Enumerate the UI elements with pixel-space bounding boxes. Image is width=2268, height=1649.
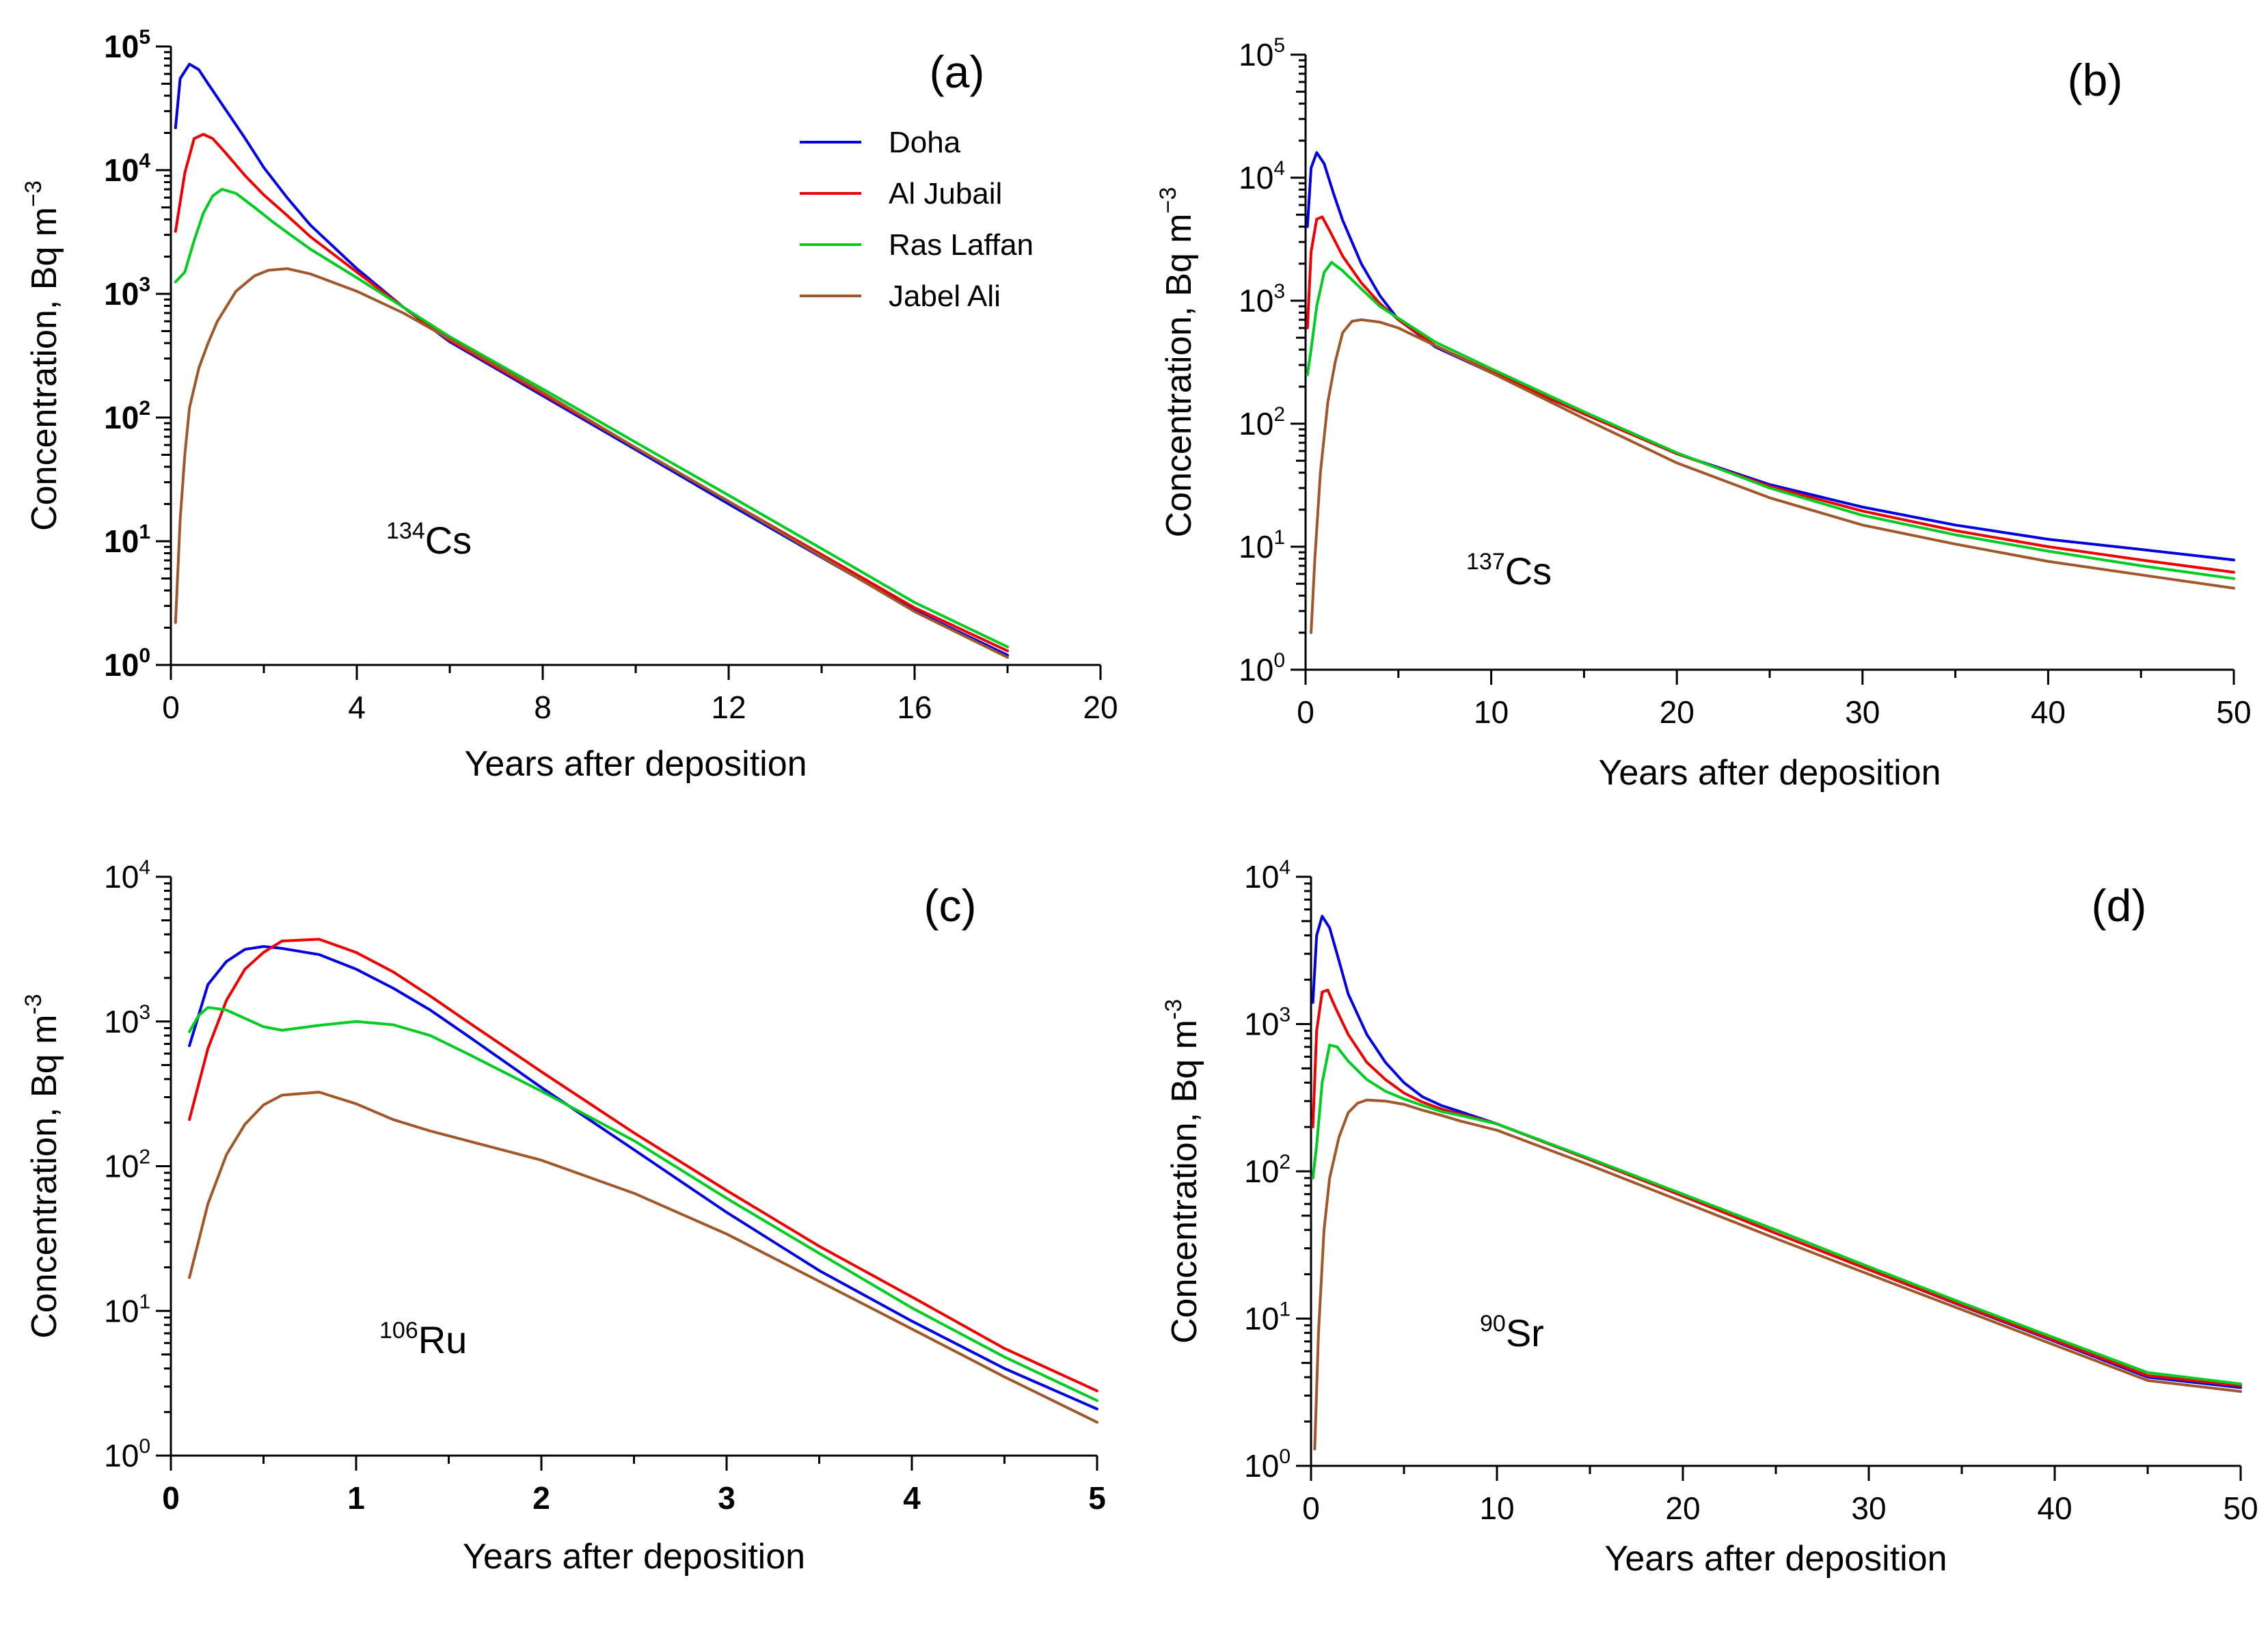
x-tick-label: 0 (1297, 694, 1314, 730)
x-tick-label: 2 (532, 1480, 550, 1516)
y-tick-label: 101 (1244, 1298, 1291, 1337)
x-tick-label: 0 (162, 1480, 180, 1516)
series-line-jabel-ali (1313, 1098, 2242, 1451)
x-tick-label: 10 (1474, 694, 1509, 730)
x-tick-label: 50 (2223, 1490, 2258, 1526)
isotope-label: 137Cs (1466, 549, 1552, 592)
x-tick-label: 30 (1851, 1490, 1886, 1526)
series-line-al-jubail (188, 938, 1098, 1393)
legend-label: Al Jubail (889, 177, 1002, 210)
x-tick-label: 0 (1302, 1490, 1320, 1526)
series-line-al-jubail (1311, 988, 2242, 1387)
series-line-ras-laffan (1306, 260, 2235, 580)
y-tick-label: 104 (104, 150, 150, 188)
isotope-label: 90Sr (1480, 1311, 1544, 1354)
series-line-doha (188, 945, 1098, 1410)
y-tick-label: 102 (104, 1146, 150, 1184)
panel-label: (c) (924, 880, 977, 931)
x-tick-label: 50 (2216, 694, 2251, 730)
series-line-doha (1311, 914, 2242, 1389)
y-tick-label: 102 (1239, 403, 1285, 441)
y-axis-title: Concentration, Bq m−3 (21, 180, 64, 531)
x-tick-label: 20 (1660, 694, 1695, 730)
x-tick-label: 8 (534, 690, 552, 725)
panel-label: (d) (2092, 880, 2147, 931)
x-tick-label: 20 (1665, 1490, 1700, 1526)
x-tick-label: 4 (903, 1480, 921, 1516)
x-tick-label: 12 (711, 690, 746, 725)
isotope-label: 106Ru (379, 1318, 467, 1361)
y-axis-title: Concentration, Bq m-3 (21, 994, 64, 1338)
chart-panel-d: 0 10 20 30 40 50 100 101 102 103 104 Years after de… (1161, 856, 2258, 1579)
panel-label: (a) (930, 46, 985, 97)
y-tick-label: 101 (104, 1290, 150, 1328)
x-tick-label: 3 (718, 1480, 735, 1516)
x-tick-label: 0 (162, 690, 180, 725)
x-axis-title: Years after deposition (463, 1537, 805, 1577)
y-tick-label: 100 (1244, 1445, 1291, 1484)
x-tick-label: 40 (2037, 1490, 2072, 1526)
y-tick-label: 104 (1244, 856, 1291, 895)
y-tick-label: 102 (1244, 1151, 1291, 1189)
x-tick-label: 20 (1083, 690, 1118, 725)
isotope-label: 134Cs (386, 518, 472, 562)
x-tick-label: 1 (347, 1480, 365, 1516)
y-tick-label: 101 (104, 521, 150, 559)
x-tick-label: 10 (1479, 1490, 1514, 1526)
x-axis-title: Years after deposition (464, 744, 807, 784)
y-axis-title: Concentration, Bq m−3 (1155, 187, 1199, 538)
legend-label: Doha (889, 126, 961, 159)
series-line-jabel-ali (1310, 318, 2235, 634)
series-line-jabel-ali (188, 1091, 1098, 1424)
x-tick-label: 16 (897, 690, 932, 725)
y-tick-label: 100 (1239, 649, 1285, 687)
chart-panel-a: 0 4 8 12 16 20 100 101 102 103 104 105 Years after d… (21, 26, 1118, 784)
y-tick-label: 103 (104, 1001, 150, 1039)
y-tick-label: 103 (104, 273, 150, 312)
legend-label: Ras Laffan (889, 228, 1034, 262)
series-line-ras-laffan (188, 1006, 1098, 1402)
chart-panel-b: 0 10 20 30 40 50 100 101 102 103 104 105 Years after… (1155, 34, 2252, 793)
y-tick-label: 105 (104, 26, 150, 64)
x-tick-label: 30 (1845, 694, 1880, 730)
x-tick-label: 5 (1088, 1480, 1106, 1516)
y-tick-label: 100 (104, 644, 150, 683)
legend-label: Jabel Ali (889, 280, 1001, 313)
y-axis-title: Concentration, Bq m-3 (1161, 999, 1204, 1344)
y-tick-label: 101 (1239, 526, 1285, 564)
legend: Doha Al Jubail Ras Laffan Jabel Ali (800, 126, 1034, 313)
series-line-jabel-ali (174, 267, 1009, 659)
series-line-ras-laffan (1311, 1044, 2242, 1386)
y-tick-label: 104 (1239, 157, 1285, 195)
x-axis-title: Years after deposition (1598, 753, 1941, 793)
y-tick-label: 104 (104, 856, 150, 895)
x-tick-label: 40 (2031, 694, 2066, 730)
chart-panel-c: 0 1 2 3 4 5 100 101 102 103 104 Years after deposit… (21, 856, 1106, 1577)
y-tick-label: 103 (1244, 1004, 1291, 1042)
panel-label: (b) (2068, 55, 2123, 105)
y-tick-label: 100 (104, 1435, 150, 1473)
y-tick-label: 103 (1239, 280, 1285, 318)
series-line-al-jubail (1306, 215, 2235, 574)
y-tick-label: 102 (104, 397, 150, 435)
series-line-doha (174, 62, 1009, 657)
y-tick-label: 105 (1239, 34, 1285, 72)
series-line-ras-laffan (174, 188, 1009, 649)
x-axis-title: Years after deposition (1604, 1539, 1947, 1579)
x-tick-label: 4 (348, 690, 366, 725)
